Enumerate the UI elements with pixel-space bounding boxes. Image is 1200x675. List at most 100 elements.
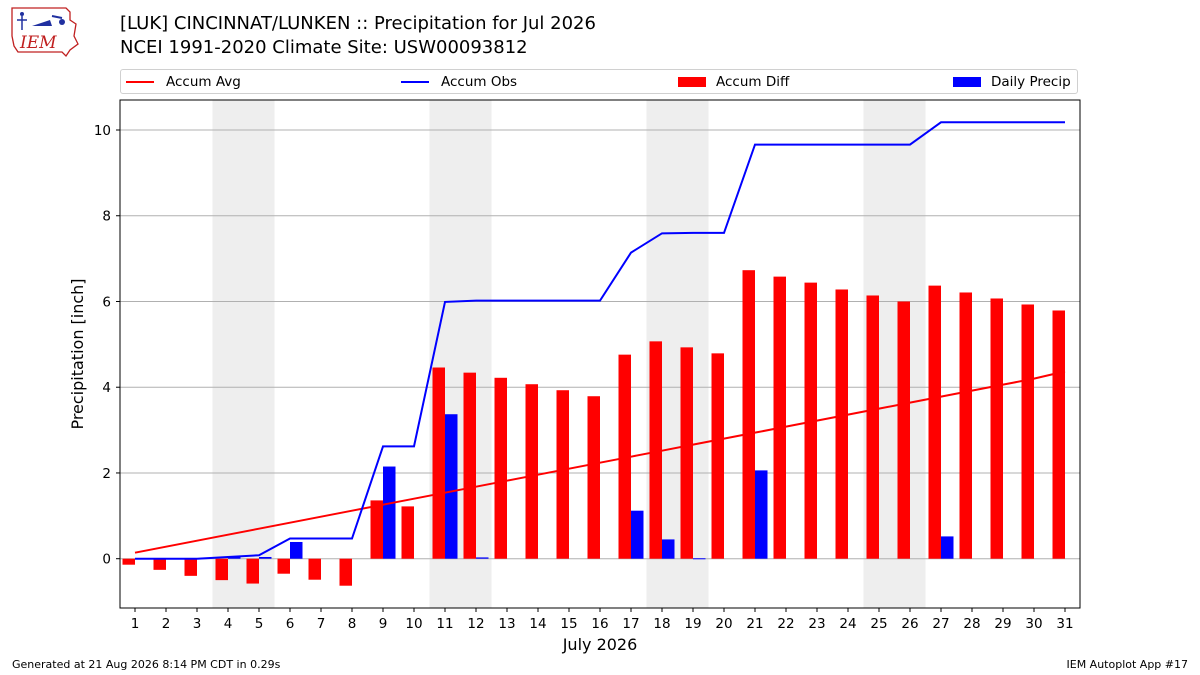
accum-diff-bar: [990, 298, 1003, 559]
accum-diff-bar: [711, 353, 724, 559]
x-tick-label: 19: [684, 616, 701, 632]
x-tick-label: 18: [653, 616, 670, 632]
accum-diff-bar: [339, 558, 352, 586]
x-tick-label: 10: [405, 616, 422, 632]
accum-diff-bar: [184, 558, 197, 576]
x-tick-label: 9: [379, 616, 388, 632]
legend-label: Accum Diff: [716, 74, 790, 90]
accum-diff-bar: [463, 372, 476, 559]
accum-diff-bar: [215, 558, 228, 581]
accum-diff-bar: [742, 270, 755, 559]
x-tick-label: 5: [255, 616, 264, 632]
legend-line-swatch: [126, 81, 154, 83]
y-tick-label: 0: [102, 552, 111, 568]
y-tick-label: 8: [102, 209, 111, 225]
legend-label: Accum Obs: [441, 74, 518, 90]
x-tick-label: 8: [348, 616, 357, 632]
legend-label: Daily Precip: [991, 74, 1071, 90]
accum-diff-bar: [897, 301, 910, 559]
daily-precip-bar: [445, 414, 458, 559]
y-axis-label: Precipitation [inch]: [68, 278, 87, 429]
legend-patch-swatch: [953, 77, 981, 87]
accum-diff-bar: [618, 354, 631, 559]
x-tick-label: 2: [162, 616, 171, 632]
x-axis-label: July 2026: [562, 635, 638, 654]
x-tick-label: 6: [286, 616, 295, 632]
daily-precip-bar: [941, 536, 954, 559]
legend-item-daily-precip: Daily Precip: [953, 73, 1071, 91]
y-tick-label: 10: [94, 123, 111, 139]
x-tick-label: 14: [529, 616, 546, 632]
x-tick-label: 1: [131, 616, 140, 632]
daily-precip-bar: [259, 556, 272, 559]
chart-subtitle: NCEI 1991-2020 Climate Site: USW00093812: [120, 37, 528, 58]
x-tick-label: 12: [467, 616, 484, 632]
x-tick-label: 21: [746, 616, 763, 632]
x-tick-label: 20: [715, 616, 732, 632]
logo-text: IEM: [20, 33, 57, 53]
legend-item-accum-diff: Accum Diff: [678, 73, 789, 91]
accum-diff-bar: [370, 500, 383, 559]
accum-obs-line: [135, 121, 1065, 560]
daily-precip-bar: [228, 556, 241, 559]
accum-diff-bar: [1021, 304, 1034, 559]
accum-diff-bar: [835, 289, 848, 559]
x-tick-label: 22: [777, 616, 794, 632]
iem-logo: IEM: [8, 6, 80, 58]
accum-diff-bar: [959, 292, 972, 559]
accum-diff-bar: [1052, 310, 1065, 559]
y-tick-label: 2: [102, 466, 111, 482]
daily-precip-bar: [693, 558, 706, 560]
accum-diff-bar: [246, 558, 259, 584]
x-tick-label: 27: [932, 616, 949, 632]
app-credit: IEM Autoplot App #17: [1066, 658, 1189, 671]
chart-title: [LUK] CINCINNAT/LUNKEN :: Precipitation …: [120, 13, 596, 34]
accum-diff-bar: [773, 276, 786, 559]
x-tick-label: 13: [498, 616, 515, 632]
accum-avg-line: [134, 370, 1066, 554]
iowa-map-logo-icon: [11, 7, 79, 58]
accum-diff-bar: [401, 506, 414, 559]
x-tick-label: 28: [963, 616, 980, 632]
accum-diff-bar: [866, 295, 879, 559]
x-tick-label: 7: [317, 616, 326, 632]
x-tick-label: 16: [591, 616, 608, 632]
legend-label: Accum Avg: [166, 74, 241, 90]
legend-item-accum-obs: Accum Obs: [401, 73, 517, 91]
accum-diff-bar: [649, 341, 662, 559]
chart-legend: Accum Avg Accum Obs Accum Diff Daily Pre…: [120, 69, 1078, 94]
daily-precip-bar: [755, 470, 768, 559]
x-tick-label: 11: [436, 616, 453, 632]
y-tick-label: 4: [102, 380, 111, 396]
daily-precip-bar: [383, 466, 396, 559]
accum-diff-bar: [308, 558, 321, 580]
x-tick-label: 30: [1025, 616, 1042, 632]
accum-diff-bar: [928, 285, 941, 559]
generated-timestamp: Generated at 21 Aug 2026 8:14 PM CDT in …: [12, 658, 281, 671]
x-tick-label: 23: [808, 616, 825, 632]
accum-diff-bar: [804, 282, 817, 559]
accum-diff-bar: [680, 347, 693, 559]
accum-diff-bar: [122, 558, 135, 565]
accum-diff-bar: [556, 390, 569, 559]
x-tick-label: 17: [622, 616, 639, 632]
weekend-shade: [212, 100, 275, 608]
legend-line-swatch: [401, 81, 429, 83]
x-tick-label: 31: [1056, 616, 1073, 632]
x-tick-label: 25: [870, 616, 887, 632]
daily-precip-bar: [631, 510, 644, 559]
y-tick-label: 6: [102, 294, 111, 310]
daily-precip-bar: [662, 539, 675, 559]
accum-diff-bar: [153, 558, 166, 570]
x-tick-label: 24: [839, 616, 856, 632]
accum-diff-bar: [277, 558, 290, 574]
x-tick-label: 29: [994, 616, 1011, 632]
daily-precip-bar: [476, 557, 489, 559]
accum-diff-bar: [587, 396, 600, 559]
x-tick-label: 3: [193, 616, 202, 632]
accum-diff-bar: [525, 384, 538, 559]
accum-diff-bar: [432, 367, 445, 559]
x-tick-label: 15: [560, 616, 577, 632]
legend-item-accum-avg: Accum Avg: [126, 73, 241, 91]
